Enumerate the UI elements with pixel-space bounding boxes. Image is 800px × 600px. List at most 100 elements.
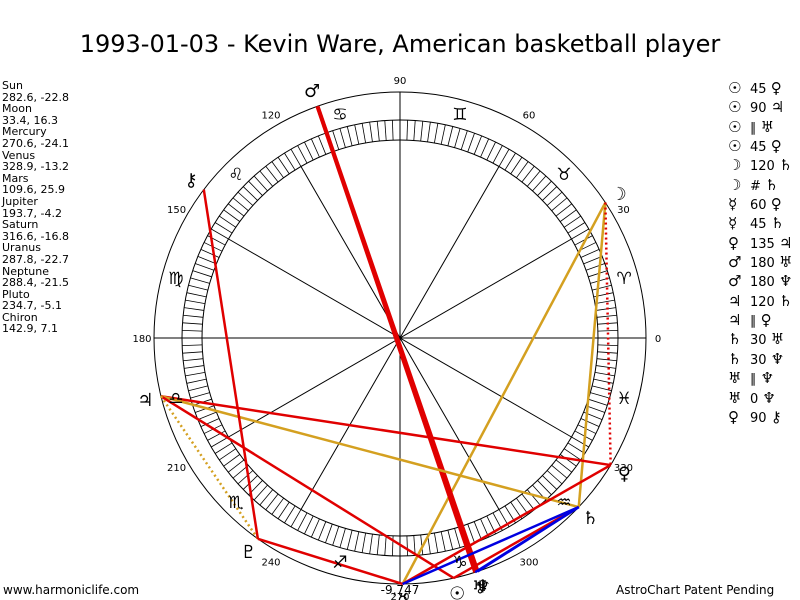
aspect-planet-2: ♀ [770, 137, 782, 156]
aspect-line [160, 395, 455, 580]
degree-tick [594, 299, 615, 305]
planet-name: Pluto [2, 287, 30, 301]
aspect-value: 45 [750, 82, 771, 97]
degree-tick [290, 509, 302, 527]
aspect-row: ☉ 90 ♃ [728, 98, 797, 117]
degree-tick [567, 222, 586, 234]
aspect-value: 135 [750, 236, 779, 252]
degree-tick [271, 497, 284, 515]
degree-tick [361, 532, 367, 553]
degree-tick [510, 157, 523, 175]
degree-tick [219, 215, 237, 228]
degree-label: 60 [523, 111, 536, 122]
degree-tick [440, 124, 446, 145]
aspect-row: ♄ 30 ♅ [728, 330, 797, 349]
degree-tick [532, 175, 547, 192]
aspect-row: ☉ 45 ♀ [728, 79, 797, 98]
planet-glyphs: ☉ ☽ ☿ ♀ ♂ ♃ ♄ ♅♆ ♇ ⚷ [137, 81, 631, 600]
degree-tick [571, 228, 589, 240]
aspect-planet-2: ♃ [778, 233, 793, 252]
degree-tick [214, 222, 233, 234]
degree-tick [433, 532, 439, 553]
aspect-line [202, 189, 260, 539]
planet-coords: 142.9, 7.1 [2, 322, 58, 336]
degree-tick [369, 122, 373, 142]
aspect-planet-2: ♅ [778, 253, 793, 272]
degree-tick [253, 484, 268, 501]
aspect-line [315, 105, 480, 573]
degree-tick [242, 186, 258, 201]
aspect-value: 90 [750, 101, 771, 117]
aspect-line [402, 505, 580, 586]
degree-tick [555, 459, 573, 473]
aspect-planet-1: ♂ [728, 272, 742, 291]
planet-glyph: ♀ [618, 463, 631, 484]
aspect-value: ∥ [750, 314, 761, 330]
degree-tick [304, 141, 314, 161]
zodiac-sign-glyph: ♉ [556, 165, 571, 185]
degree-tick [227, 459, 245, 473]
degree-tick [440, 531, 446, 552]
aspect-line [160, 395, 611, 467]
degree-tick [332, 526, 340, 546]
degree-tick [480, 138, 490, 158]
degree-tick [183, 358, 204, 362]
aspect-planet-1: ☉ [728, 117, 742, 136]
degree-tick [284, 505, 296, 524]
aspect-row: ♂ 180 ♆ [728, 272, 797, 291]
degree-tick [354, 124, 360, 145]
degree-label: 0 [655, 334, 661, 345]
planet-name: Sun [2, 79, 23, 92]
planet-name: Jupiter [2, 194, 38, 208]
aspect-planet-2: ♄ [770, 214, 785, 233]
zodiac-sign-glyph: ♒ [556, 493, 571, 513]
aspect-line [604, 202, 612, 466]
planet-glyph: ♂ [304, 81, 320, 102]
planet-coords: 287.8, -22.7 [2, 252, 69, 266]
degree-tick [190, 392, 210, 399]
planet-coords: 328.9, -13.2 [2, 160, 69, 174]
degree-tick [192, 270, 212, 278]
degree-tick [596, 314, 617, 318]
degree-tick [304, 515, 314, 535]
chart-title: 1993-01-03 - Kevin Ware, American basket… [79, 30, 721, 58]
degree-tick [492, 145, 503, 164]
aspect-line [577, 202, 607, 508]
degree-tick [559, 454, 577, 467]
degree-tick [376, 534, 380, 555]
sign-divider-lines [154, 92, 646, 584]
degree-tick [526, 170, 541, 187]
aspect-planet-2: ♆ [778, 272, 793, 291]
aspect-row: ♀ 90 ⚷ [728, 408, 797, 427]
degree-tick [597, 329, 618, 332]
planet-glyph: ⚷ [184, 170, 197, 191]
degree-label: 150 [167, 205, 186, 216]
planet-coords: 282.6, -22.8 [2, 90, 69, 104]
degree-tick [346, 530, 353, 550]
planet-name: Chiron [2, 310, 38, 324]
aspect-planet-2: ♄ [778, 156, 793, 175]
degree-tick [480, 518, 490, 538]
aspect-planet-1: ☉ [728, 79, 742, 97]
aspect-row: ☽ # ♄ [728, 176, 797, 195]
aspect-line [257, 537, 403, 586]
degree-label: 30 [617, 205, 630, 216]
planet-glyph: ☉ [449, 584, 465, 600]
aspect-planet-2: ♀ [770, 79, 782, 97]
aspect-planet-2: ♆ [762, 388, 776, 407]
aspect-line [160, 395, 580, 509]
planet-coords: 288.4, -21.5 [2, 276, 69, 290]
degree-label: 120 [261, 111, 280, 122]
planet-name: Neptune [2, 264, 50, 278]
aspect-row: ☉ 45 ♀ [728, 137, 797, 156]
degree-tick [259, 489, 274, 506]
degree-tick [521, 165, 535, 183]
aspect-planet-1: ☽ [728, 156, 742, 175]
aspect-row: ☉ ∥ ♅ [728, 118, 797, 137]
degree-tick [551, 197, 568, 212]
degree-tick [376, 121, 380, 142]
degree-tick [182, 329, 203, 332]
aspect-planet-1: ♄ [728, 330, 742, 349]
aspect-planet-2: ♄ [778, 291, 793, 310]
degree-tick [339, 128, 346, 148]
